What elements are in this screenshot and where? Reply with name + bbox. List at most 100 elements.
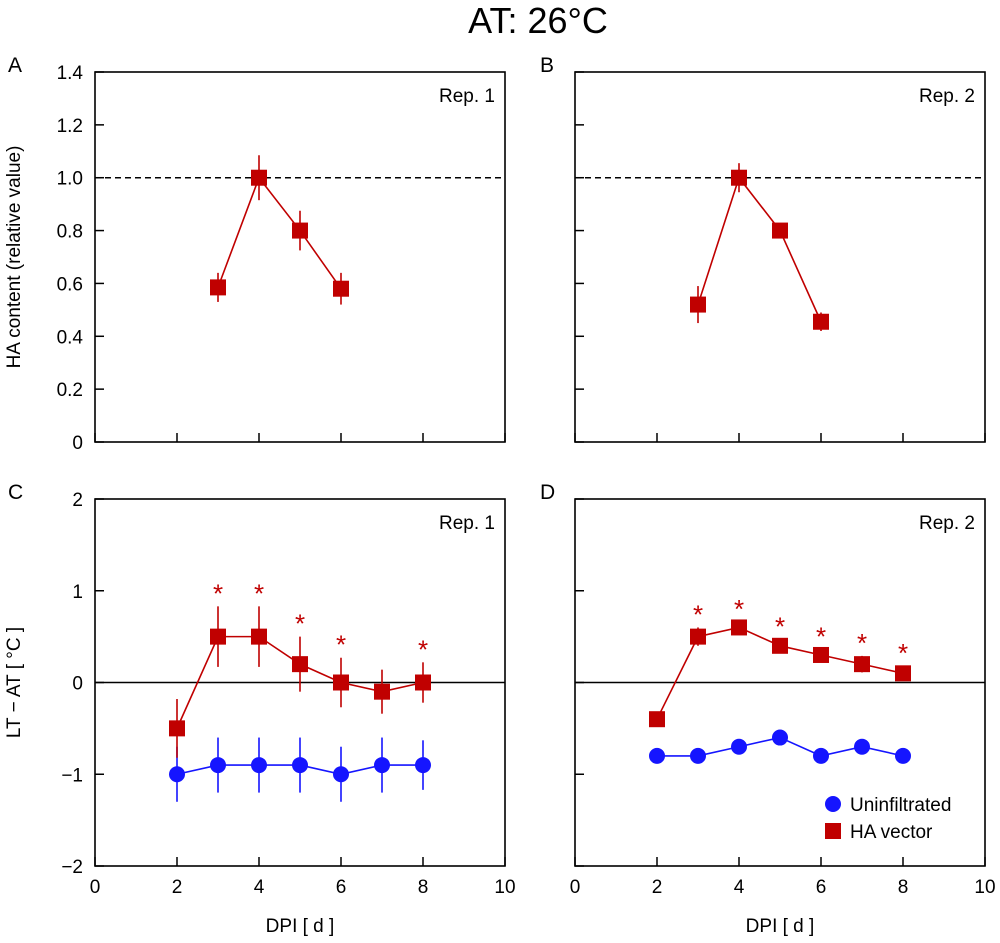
y-tick-label: 0 [72, 674, 83, 695]
data-point [251, 757, 267, 774]
significance-star: * [254, 578, 264, 608]
x-tick-label: 0 [570, 877, 581, 898]
data-point [895, 747, 911, 764]
data-point [895, 665, 911, 682]
plot-frame [574, 71, 986, 443]
y-tick-label: 2 [72, 490, 83, 511]
y-tick-label: −2 [61, 857, 83, 878]
data-point [772, 637, 788, 654]
significance-star: * [213, 578, 223, 608]
data-point [649, 747, 665, 764]
y-tick-label: 0.4 [57, 327, 84, 348]
data-point [333, 280, 349, 297]
data-point [374, 757, 390, 774]
x-tick-label: 6 [336, 877, 347, 898]
legend: Uninfiltrated HA vector [825, 795, 951, 843]
data-point [210, 628, 226, 645]
data-point [251, 169, 267, 186]
y-axis-label: LT − AT [ °C ] [4, 627, 25, 738]
x-tick-label: 0 [90, 877, 101, 898]
data-point [415, 674, 431, 691]
series-ha-vector: * * * * * [169, 578, 431, 758]
x-tick-label: 10 [974, 877, 995, 898]
series-ha-vector [210, 155, 349, 305]
legend-label-uninfiltrated: Uninfiltrated [850, 795, 951, 816]
significance-star: * [816, 621, 826, 651]
panel-letter: A [8, 54, 22, 77]
data-point [333, 766, 349, 783]
replicate-label: Rep. 2 [919, 86, 975, 107]
x-tick-label: 2 [652, 877, 663, 898]
significance-star: * [336, 630, 346, 660]
significance-star: * [693, 599, 703, 629]
data-point [690, 747, 706, 764]
y-axis-label: HA content (relative value) [4, 146, 25, 369]
data-point [854, 656, 870, 673]
legend-label-ha-vector: HA vector [850, 822, 933, 843]
data-point [813, 747, 829, 764]
data-point [292, 656, 308, 673]
data-point [169, 766, 185, 783]
plot-frame [94, 71, 506, 443]
panel-b: B Rep. 2 [540, 54, 986, 443]
data-point [690, 296, 706, 313]
x-tick-label: 8 [418, 877, 429, 898]
figure-title: AT: 26°C [468, 0, 608, 41]
y-tick-label: 0.2 [57, 380, 83, 401]
x-tick-label: 4 [254, 877, 265, 898]
replicate-label: Rep. 1 [439, 86, 495, 107]
data-point [292, 757, 308, 774]
x-tick-label: 6 [816, 877, 827, 898]
data-point [169, 720, 185, 737]
panel-c: 0 2 4 6 8 10 −2 −1 0 1 2 C Rep. 1 LT − AT [ °C ] DPI [… [4, 481, 516, 937]
data-point [854, 738, 870, 755]
panel-d: 0 2 4 6 8 10 D Rep. 2 DPI [ d ] * * * * * * Uninfiltrat… [540, 481, 996, 937]
legend-marker-ha-vector [825, 823, 841, 839]
data-point [690, 628, 706, 645]
replicate-label: Rep. 1 [439, 513, 495, 534]
y-tick-label: 1.4 [57, 63, 84, 84]
panel-letter: B [540, 54, 554, 77]
data-point [210, 757, 226, 774]
data-point [649, 711, 665, 728]
x-tick-label: 2 [172, 877, 183, 898]
data-point [731, 738, 747, 755]
data-point [415, 757, 431, 774]
series-uninfiltrated [649, 729, 911, 764]
x-tick-label: 8 [898, 877, 909, 898]
significance-star: * [857, 628, 867, 658]
significance-star: * [775, 611, 785, 641]
y-tick-label: −1 [61, 765, 83, 786]
data-point [731, 619, 747, 636]
y-tick-label: 0 [72, 433, 83, 454]
data-point [210, 279, 226, 296]
legend-marker-uninfiltrated [825, 796, 841, 812]
y-tick-label: 1.0 [57, 169, 83, 190]
y-tick-label: 0.6 [57, 274, 83, 295]
data-point [731, 169, 747, 186]
replicate-label: Rep. 2 [919, 513, 975, 534]
series-uninfiltrated [169, 737, 431, 802]
series-ha-vector: * * * * * * [649, 594, 911, 728]
data-point [333, 674, 349, 691]
data-point [813, 313, 829, 330]
data-point [772, 222, 788, 239]
data-point [251, 628, 267, 645]
series-line [217, 176, 342, 290]
y-tick-label: 1 [72, 582, 83, 603]
series-ha-vector [690, 163, 829, 331]
data-point [772, 729, 788, 746]
x-tick-label: 4 [734, 877, 745, 898]
x-axis-label: DPI [ d ] [746, 916, 815, 937]
data-point [374, 683, 390, 700]
x-axis-label: DPI [ d ] [266, 916, 335, 937]
panel-a: 0 0.2 0.4 0.6 0.8 1.0 1.2 1.4 A Rep. 1 HA content … [4, 54, 506, 454]
panels: 0 0.2 0.4 0.6 0.8 1.0 1.2 1.4 A Rep. 1 HA content … [4, 54, 996, 937]
significance-star: * [898, 638, 908, 668]
y-tick-label: 0.8 [57, 222, 83, 243]
series-line [697, 176, 822, 323]
x-tick-label: 10 [494, 877, 515, 898]
significance-star: * [418, 634, 428, 664]
significance-star: * [295, 609, 305, 639]
